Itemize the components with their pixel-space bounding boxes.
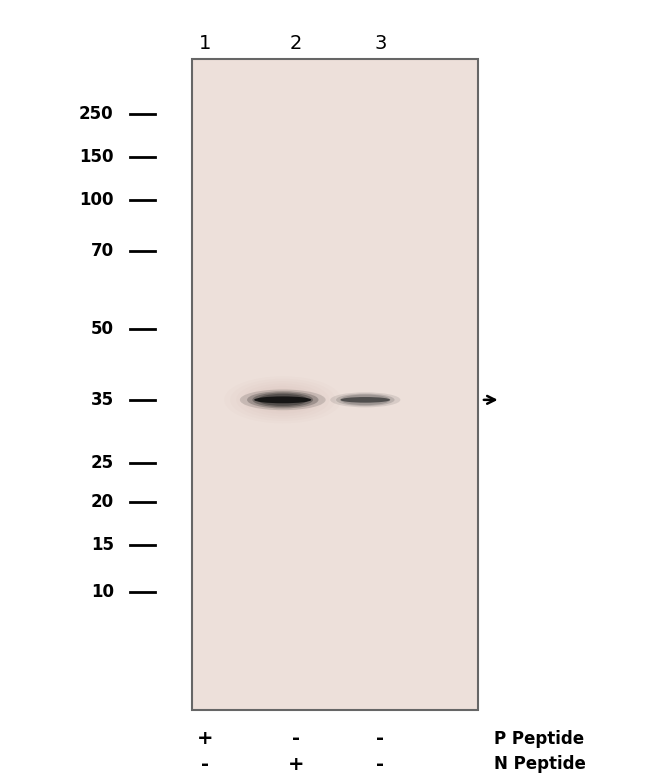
Ellipse shape — [240, 390, 326, 410]
Text: 10: 10 — [91, 583, 114, 601]
Text: 70: 70 — [90, 242, 114, 260]
Ellipse shape — [330, 392, 400, 408]
Text: -: - — [376, 729, 384, 748]
Text: 50: 50 — [91, 321, 114, 338]
Text: 25: 25 — [90, 454, 114, 471]
Ellipse shape — [252, 393, 313, 407]
Text: 3: 3 — [374, 34, 387, 53]
Text: -: - — [376, 755, 384, 774]
Ellipse shape — [254, 397, 311, 403]
Ellipse shape — [341, 394, 390, 405]
Text: 1: 1 — [198, 34, 211, 53]
Text: 250: 250 — [79, 105, 114, 122]
Text: 35: 35 — [90, 391, 114, 408]
Bar — [192, 59, 478, 710]
Text: -: - — [292, 729, 300, 748]
Text: 150: 150 — [79, 148, 114, 165]
Text: 2: 2 — [289, 34, 302, 53]
Text: P Peptide: P Peptide — [494, 730, 584, 747]
Ellipse shape — [247, 391, 318, 408]
Text: 15: 15 — [91, 536, 114, 554]
Ellipse shape — [257, 394, 308, 406]
Text: +: + — [196, 729, 213, 748]
Text: N Peptide: N Peptide — [494, 756, 586, 773]
Text: +: + — [287, 755, 304, 774]
Ellipse shape — [341, 397, 390, 403]
Text: 100: 100 — [79, 191, 114, 209]
Text: 20: 20 — [90, 493, 114, 510]
Text: -: - — [201, 755, 209, 774]
Ellipse shape — [336, 394, 395, 406]
